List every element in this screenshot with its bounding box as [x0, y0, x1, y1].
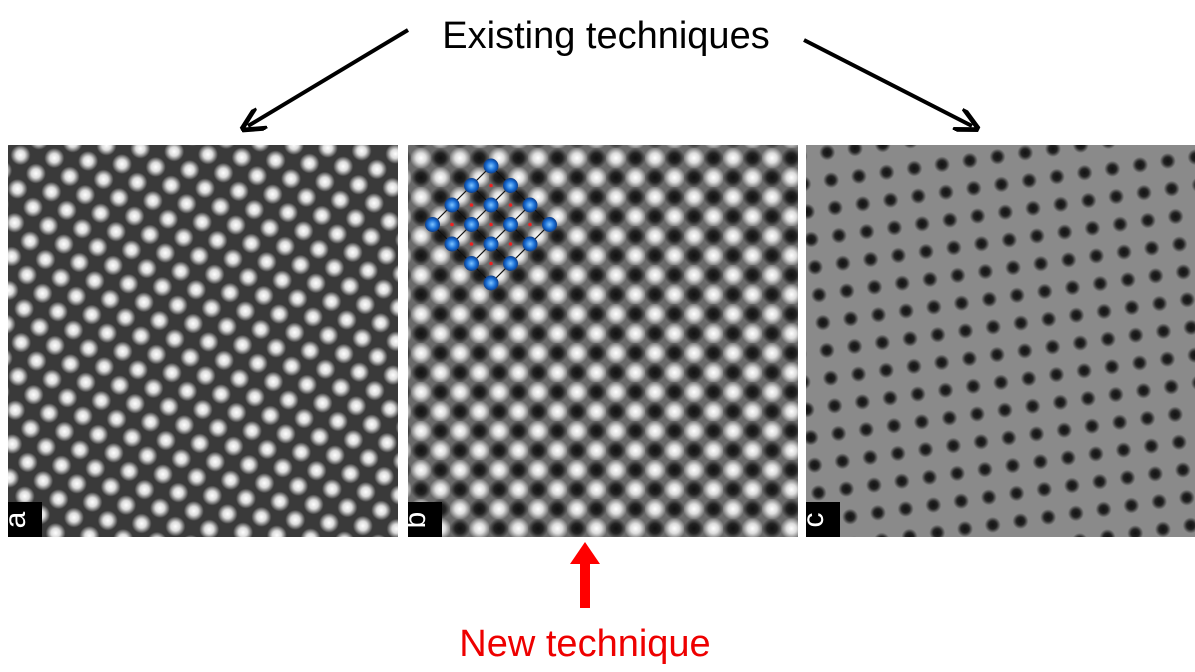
lattice-part	[450, 223, 454, 227]
lattice-part	[523, 198, 538, 213]
panel-label: c	[797, 513, 830, 528]
lattice-part	[503, 217, 518, 232]
lattice-part	[489, 223, 493, 227]
lattice-part	[464, 256, 479, 271]
lattice-part	[484, 159, 499, 174]
lattice-part	[470, 242, 474, 246]
lattice-part	[484, 237, 499, 252]
lattice-part	[489, 184, 493, 188]
lattice-part	[425, 217, 440, 232]
title: Existing techniques	[442, 15, 769, 57]
image-panel-a	[8, 145, 398, 537]
figure: Existing techniques a b c New technique	[0, 0, 1195, 672]
red-arrow-shaft	[580, 562, 590, 608]
arrow-left	[248, 30, 408, 126]
lattice-part	[509, 203, 513, 207]
lattice-part	[464, 178, 479, 193]
caption: New technique	[459, 623, 710, 665]
arrow-right	[804, 40, 972, 126]
lattice-part	[523, 237, 538, 252]
lattice-part	[484, 276, 499, 291]
lattice-part	[489, 262, 493, 266]
red-arrow-head	[570, 542, 600, 564]
lattice-part	[528, 223, 532, 227]
lattice-part	[503, 178, 518, 193]
lattice-part	[470, 203, 474, 207]
panel-label: b	[399, 512, 432, 529]
lattice-part	[445, 198, 460, 213]
panel-label: a	[0, 511, 32, 528]
image-panel-c	[806, 145, 1195, 537]
image-panel-b	[408, 145, 798, 537]
lattice-part	[484, 198, 499, 213]
lattice-part	[509, 242, 513, 246]
lattice-part	[445, 237, 460, 252]
lattice-part	[542, 217, 557, 232]
lattice-part	[464, 217, 479, 232]
lattice-part	[503, 256, 518, 271]
